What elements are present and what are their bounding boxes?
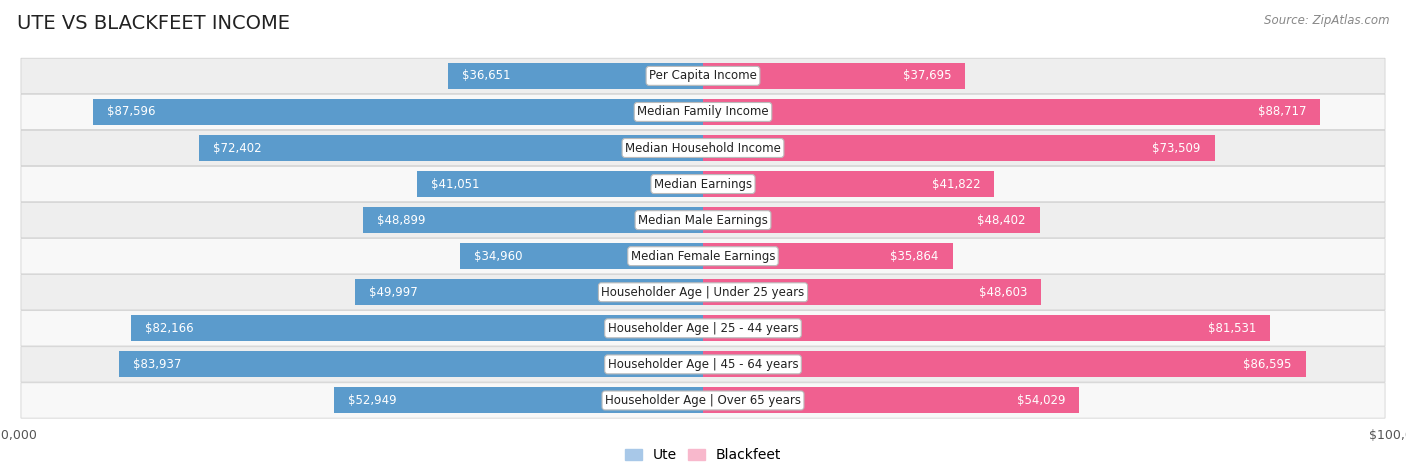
Bar: [460, 243, 703, 269]
Bar: [703, 315, 1271, 341]
Text: $48,603: $48,603: [979, 286, 1028, 299]
Bar: [703, 351, 1306, 377]
Text: $83,937: $83,937: [132, 358, 181, 371]
Text: $81,531: $81,531: [1208, 322, 1257, 335]
Text: $73,509: $73,509: [1153, 142, 1201, 155]
Text: $86,595: $86,595: [1243, 358, 1292, 371]
Text: Median Female Earnings: Median Female Earnings: [631, 250, 775, 263]
Bar: [200, 135, 703, 161]
Bar: [703, 135, 1215, 161]
Bar: [703, 243, 953, 269]
Text: Median Male Earnings: Median Male Earnings: [638, 213, 768, 226]
FancyBboxPatch shape: [21, 94, 1385, 130]
Text: Source: ZipAtlas.com: Source: ZipAtlas.com: [1264, 14, 1389, 27]
Text: $88,717: $88,717: [1258, 106, 1306, 119]
Text: Householder Age | 25 - 44 years: Householder Age | 25 - 44 years: [607, 322, 799, 335]
FancyBboxPatch shape: [21, 166, 1385, 202]
Text: Median Household Income: Median Household Income: [626, 142, 780, 155]
Bar: [131, 315, 703, 341]
Bar: [703, 63, 966, 89]
Text: $82,166: $82,166: [145, 322, 194, 335]
Text: $49,997: $49,997: [368, 286, 418, 299]
FancyBboxPatch shape: [21, 58, 1385, 93]
Bar: [120, 351, 703, 377]
FancyBboxPatch shape: [21, 347, 1385, 382]
FancyBboxPatch shape: [21, 311, 1385, 346]
Text: $48,402: $48,402: [977, 213, 1026, 226]
Text: $34,960: $34,960: [474, 250, 522, 263]
Bar: [418, 171, 703, 197]
Text: Householder Age | Under 25 years: Householder Age | Under 25 years: [602, 286, 804, 299]
Text: Per Capita Income: Per Capita Income: [650, 70, 756, 82]
Bar: [363, 207, 703, 233]
Text: $72,402: $72,402: [214, 142, 262, 155]
Text: $48,899: $48,899: [377, 213, 425, 226]
Text: UTE VS BLACKFEET INCOME: UTE VS BLACKFEET INCOME: [17, 14, 290, 33]
Text: $87,596: $87,596: [107, 106, 156, 119]
Legend: Ute, Blackfeet: Ute, Blackfeet: [620, 443, 786, 467]
Text: $37,695: $37,695: [903, 70, 952, 82]
Bar: [703, 99, 1320, 125]
FancyBboxPatch shape: [21, 383, 1385, 418]
Text: $35,864: $35,864: [890, 250, 939, 263]
Bar: [449, 63, 703, 89]
Text: $41,822: $41,822: [932, 177, 980, 191]
Bar: [335, 388, 703, 413]
FancyBboxPatch shape: [21, 275, 1385, 310]
Bar: [356, 279, 703, 305]
Bar: [703, 207, 1040, 233]
Bar: [703, 279, 1042, 305]
Text: $41,051: $41,051: [432, 177, 479, 191]
Text: Median Family Income: Median Family Income: [637, 106, 769, 119]
Text: Householder Age | Over 65 years: Householder Age | Over 65 years: [605, 394, 801, 407]
FancyBboxPatch shape: [21, 130, 1385, 166]
Bar: [93, 99, 703, 125]
Text: Median Earnings: Median Earnings: [654, 177, 752, 191]
Bar: [703, 388, 1078, 413]
Text: $52,949: $52,949: [349, 394, 396, 407]
Text: $36,651: $36,651: [461, 70, 510, 82]
Bar: [703, 171, 994, 197]
FancyBboxPatch shape: [21, 203, 1385, 238]
Text: $54,029: $54,029: [1017, 394, 1066, 407]
Text: Householder Age | 45 - 64 years: Householder Age | 45 - 64 years: [607, 358, 799, 371]
FancyBboxPatch shape: [21, 239, 1385, 274]
